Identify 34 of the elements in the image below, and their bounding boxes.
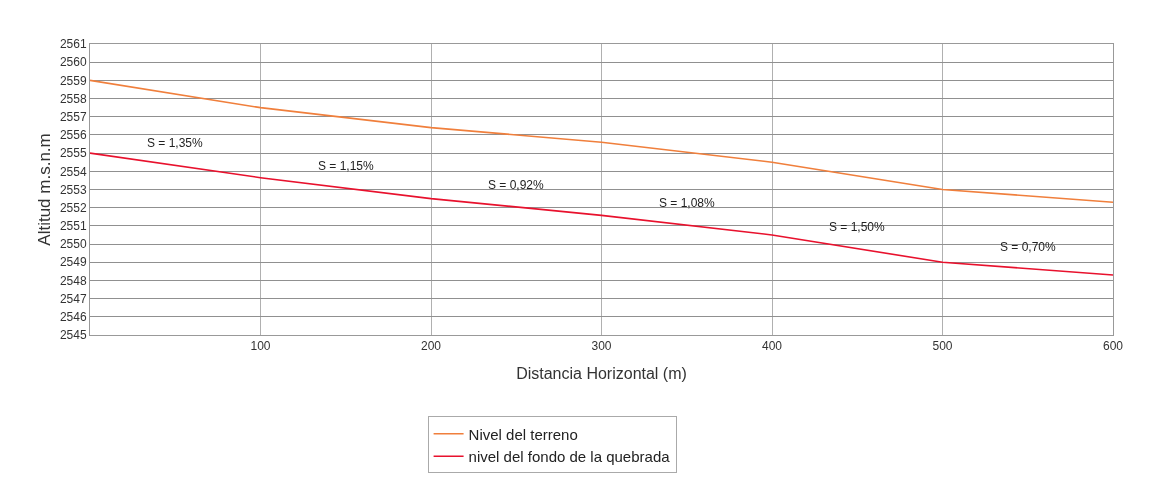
y-tick-label: 2547 bbox=[59, 291, 87, 306]
y-tick-label: 2556 bbox=[59, 128, 87, 143]
y-tick-label: 2557 bbox=[59, 109, 87, 124]
annotation: S = 0,92% bbox=[488, 178, 545, 192]
y-tick-label: 2555 bbox=[59, 146, 87, 161]
x-axis-title: Distancia Horizontal (m) bbox=[516, 365, 687, 383]
x-tick-label: 600 bbox=[1102, 339, 1124, 354]
y-tick-label: 2551 bbox=[59, 219, 87, 234]
line-series bbox=[90, 152, 1113, 276]
annotation: S = 1,35% bbox=[147, 136, 204, 150]
y-axis-title: Altitud m.s.n.m bbox=[35, 133, 55, 246]
annotation: S = 1,15% bbox=[318, 159, 375, 173]
y-tick-label: 2548 bbox=[59, 273, 87, 288]
legend-label: Nivel del terreno bbox=[468, 425, 578, 443]
y-tick-label: 2554 bbox=[59, 164, 87, 179]
y-tick-label: 2561 bbox=[59, 37, 87, 52]
annotation: S = 1,08% bbox=[659, 196, 716, 210]
y-tick-label: 2545 bbox=[59, 328, 87, 343]
legend-label: nivel del fondo de la quebrada bbox=[468, 448, 671, 466]
x-tick-label: 200 bbox=[420, 339, 442, 354]
x-tick-label: 400 bbox=[761, 339, 783, 354]
y-tick-label: 2560 bbox=[59, 55, 87, 70]
y-tick-label: 2558 bbox=[59, 91, 87, 106]
x-tick-label: 500 bbox=[932, 339, 953, 354]
y-tick-label: 2546 bbox=[59, 310, 87, 325]
annotation: S = 1,50% bbox=[829, 220, 886, 234]
annotation: S = 0,70% bbox=[1000, 240, 1057, 254]
y-tick-label: 2549 bbox=[59, 255, 87, 270]
x-tick-label: 100 bbox=[250, 339, 271, 354]
x-tick-label: 300 bbox=[591, 339, 612, 354]
y-tick-label: 2559 bbox=[59, 73, 87, 88]
y-tick-label: 2553 bbox=[59, 182, 87, 197]
y-tick-label: 2552 bbox=[59, 200, 87, 215]
y-tick-label: 2550 bbox=[59, 237, 87, 252]
